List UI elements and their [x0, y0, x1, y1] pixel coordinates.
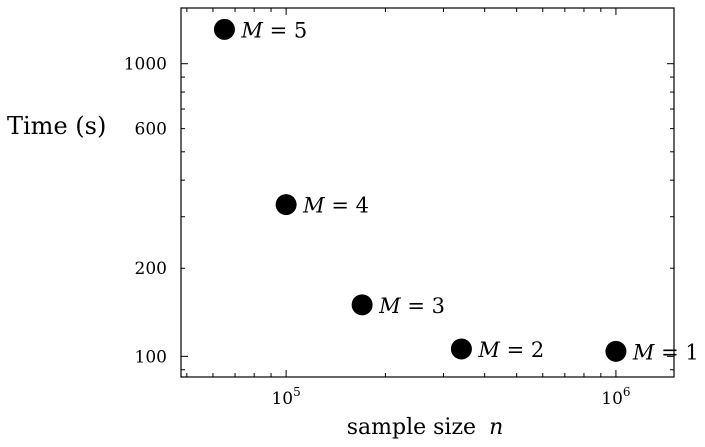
data-point: [213, 18, 235, 40]
data-point-label: M = 2: [477, 338, 544, 362]
data-point: [605, 340, 627, 362]
y-tick-label: 200: [135, 259, 167, 279]
data-point-label: M = 5: [240, 18, 307, 42]
x-tick-label-exponent: 6: [623, 385, 631, 399]
x-tick-label-base: 10: [601, 389, 623, 409]
data-point-label-variable: M: [477, 338, 500, 362]
data-point-label: M = 3: [378, 294, 445, 318]
data-point-label-variable: M: [378, 294, 401, 318]
y-tick-label: 1000: [124, 55, 167, 75]
data-point-label-value: = 1: [654, 340, 698, 364]
data-point-label-variable: M: [302, 194, 325, 218]
y-axis-label: Time (s): [7, 112, 106, 140]
x-tick-label-exponent: 5: [293, 385, 301, 399]
x-axis-label-variable: n: [489, 415, 503, 440]
x-tick-label: 106: [601, 385, 630, 409]
x-axis-label-text: sample size: [347, 415, 476, 440]
y-tick-label: 100: [135, 347, 167, 367]
data-point-label: M = 4: [302, 194, 369, 218]
data-point-label-value: = 5: [263, 18, 307, 42]
data-point-label-variable: M: [632, 340, 655, 364]
y-tick-label: 600: [135, 120, 167, 140]
data-point-label-value: = 3: [401, 294, 445, 318]
x-tick-label-base: 10: [271, 389, 293, 409]
data-point-label-variable: M: [240, 18, 263, 42]
x-axis-label: sample size n: [347, 415, 504, 440]
data-point: [450, 338, 472, 360]
data-point: [351, 294, 373, 316]
x-tick-label: 105: [271, 385, 300, 409]
data-point-label: M = 1: [632, 340, 699, 364]
data-point-label-value: = 4: [325, 194, 369, 218]
data-point: [275, 194, 297, 216]
y-axis-ticks: 100 200 600 1000: [124, 55, 674, 371]
plot-frame: [180, 7, 675, 378]
x-axis-ticks: 105 106: [186, 8, 631, 409]
data-point-label-value: = 2: [500, 338, 544, 362]
